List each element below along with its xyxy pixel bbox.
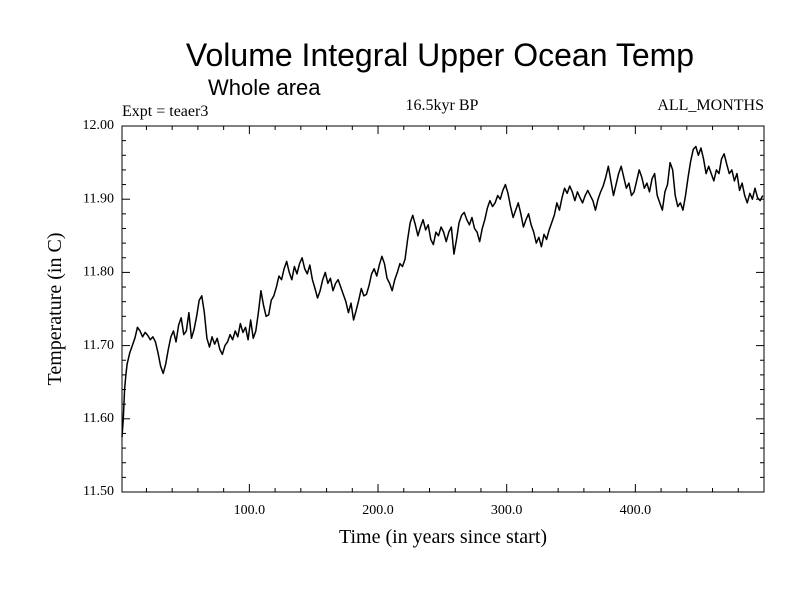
x-tick-label: 100.0 (234, 503, 266, 518)
chart-subtitle: Whole area (208, 75, 321, 100)
y-tick-label: 11.60 (83, 411, 114, 426)
minor-ticks (122, 126, 764, 492)
y-axis-label: Temperature (in C) (44, 233, 66, 386)
y-tick-label: 12.00 (83, 118, 115, 133)
months-label: ALL_MONTHS (657, 97, 764, 114)
y-tick-label: 11.50 (83, 484, 114, 499)
plot-frame (121, 125, 765, 493)
x-tick-label: 200.0 (362, 503, 394, 518)
y-tick-label: 11.70 (83, 338, 114, 353)
x-tick-labels: 100.0 200.0 300.0 400.0 (234, 503, 651, 518)
series-group (121, 145, 764, 438)
y-tick-labels: 11.50 11.60 11.70 11.80 11.90 12.00 (83, 118, 115, 499)
y-tick-label: 11.80 (83, 265, 114, 280)
expt-label: Expt = teaer3 (122, 103, 208, 120)
chart-title: Volume Integral Upper Ocean Temp (186, 37, 694, 73)
y-tick-label: 11.90 (83, 191, 114, 206)
x-axis-label: Time (in years since start) (339, 526, 547, 548)
period-label: 16.5kyr BP (406, 97, 479, 114)
x-tick-label: 300.0 (491, 503, 523, 518)
series-line-0 (121, 145, 764, 438)
x-tick-label: 400.0 (620, 503, 652, 518)
